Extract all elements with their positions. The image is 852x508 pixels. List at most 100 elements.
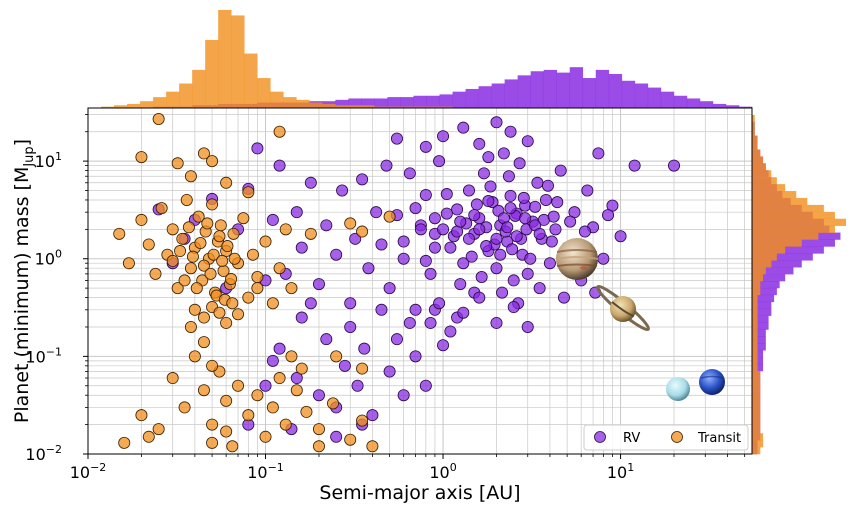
x-hist-bar-rv	[608, 73, 623, 108]
y-hist-bar-rv	[752, 287, 777, 296]
x-hist-bar-transit	[439, 106, 453, 108]
point-rv	[273, 159, 286, 172]
point-rv	[468, 209, 481, 222]
point-rv	[433, 297, 446, 310]
point-rv	[602, 209, 615, 222]
y-hist-bar-rv	[752, 322, 769, 330]
point-rv	[440, 207, 453, 220]
point-transit	[190, 282, 203, 295]
point-transit	[188, 303, 201, 316]
y-hist-bar-transit	[752, 225, 835, 233]
x-hist-bar-rv	[686, 98, 701, 108]
point-rv	[259, 379, 272, 392]
point-rv	[496, 286, 509, 299]
point-transit	[304, 227, 317, 240]
point-rv	[290, 372, 303, 385]
point-rv	[465, 250, 478, 263]
y-hist-bar-transit	[752, 197, 808, 206]
point-transit	[242, 291, 255, 304]
point-rv	[409, 350, 422, 363]
point-transit	[174, 245, 187, 258]
point-rv	[397, 389, 410, 402]
x-hist-bar-transit	[400, 106, 414, 108]
x-hist-bar-transit	[309, 102, 323, 108]
point-rv	[541, 179, 554, 192]
x-hist-bar-rv	[660, 91, 675, 108]
point-rv	[490, 262, 503, 275]
x-hist-bar-rv	[582, 78, 597, 108]
x-hist-bar-rv	[738, 106, 753, 108]
point-transit	[330, 350, 343, 363]
y-hist-bar-transit	[752, 343, 758, 351]
y-hist-bar-transit	[752, 156, 764, 164]
y-hist-bar-transit	[752, 287, 761, 296]
point-transit	[166, 372, 179, 385]
point-transit	[171, 282, 184, 295]
x-hist-bar-rv	[452, 91, 466, 108]
point-transit	[266, 297, 279, 310]
y-hist-bar-rv	[752, 329, 766, 337]
point-transit	[259, 430, 272, 443]
x-hist-bar-rv	[465, 88, 479, 108]
y-hist-bar-rv	[752, 336, 766, 344]
point-rv	[330, 248, 343, 261]
plot-area: RV Transit	[87, 107, 753, 455]
x-hist-bar-transit	[361, 105, 375, 108]
point-transit	[152, 423, 165, 436]
point-transit	[279, 418, 292, 431]
point-rv	[320, 219, 333, 232]
point-transit	[220, 425, 233, 438]
point-rv	[454, 278, 467, 291]
y-hist-bar-transit	[752, 274, 764, 282]
point-rv	[437, 223, 450, 236]
point-transit	[356, 414, 369, 427]
point-transit	[197, 336, 210, 349]
y-hist-bar-rv	[752, 281, 780, 289]
point-rv	[414, 223, 427, 236]
point-rv	[490, 232, 503, 245]
point-rv	[457, 121, 470, 134]
point-rv	[543, 257, 556, 270]
legend-marker-rv	[594, 431, 606, 443]
x-hist-bar-transit	[140, 101, 154, 108]
point-transit	[206, 436, 219, 449]
point-transit	[290, 384, 303, 397]
point-rv	[470, 198, 483, 211]
point-rv	[370, 206, 383, 219]
point-transit	[226, 297, 239, 310]
point-transit	[295, 362, 308, 375]
x-hist-bar-rv	[400, 97, 414, 108]
y-hist-bar-rv	[752, 294, 775, 303]
point-rv	[529, 200, 542, 213]
x-hist-bar-rv	[634, 83, 649, 108]
x-hist-bar-rv	[569, 67, 584, 108]
point-transit	[166, 223, 179, 236]
point-rv	[597, 252, 610, 265]
x-tick-label: 101	[607, 461, 634, 482]
x-hist-bar-transit	[218, 10, 232, 108]
point-rv	[433, 155, 446, 168]
x-hist-bar-transit	[127, 103, 141, 108]
y-hist-bar-transit	[752, 364, 758, 372]
point-rv	[444, 325, 457, 338]
x-hist-bar-rv	[530, 71, 544, 108]
y-hist-bar-transit	[752, 128, 755, 136]
y-hist-bar-transit	[752, 114, 755, 123]
point-rv	[531, 176, 544, 189]
point-transit	[204, 267, 217, 280]
x-hist-bar-transit	[192, 69, 206, 108]
point-rv	[454, 215, 467, 228]
point-rv	[390, 333, 403, 346]
point-transit	[213, 306, 226, 319]
saturn-image	[596, 284, 650, 332]
y-hist-bar-transit	[752, 170, 772, 178]
y-hist-bar-rv	[752, 267, 794, 275]
point-rv	[375, 303, 388, 316]
x-hist-bar-transit	[101, 106, 115, 108]
point-rv	[349, 232, 362, 245]
point-rv	[521, 267, 534, 280]
point-rv	[344, 297, 357, 310]
point-transit	[279, 223, 292, 236]
y-hist-bar-rv	[752, 260, 802, 268]
